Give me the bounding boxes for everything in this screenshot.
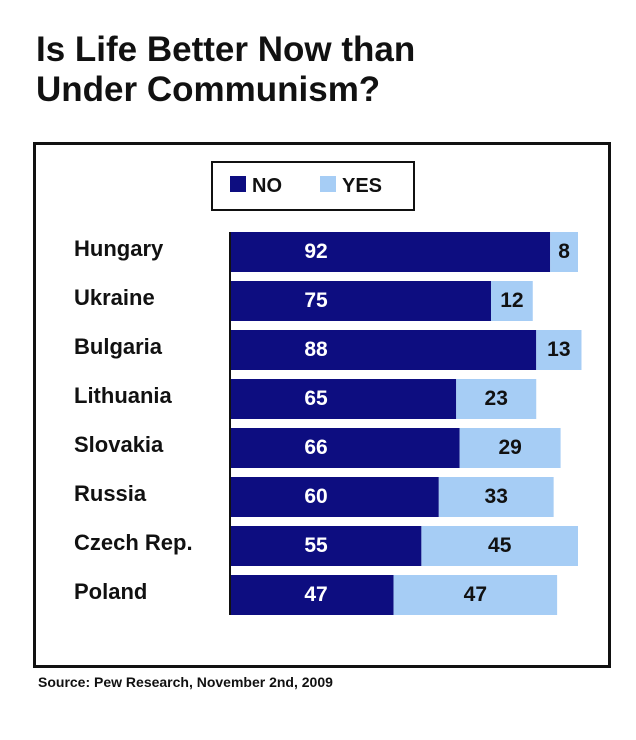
- bar-no: [230, 477, 439, 517]
- data-label-yes: 45: [488, 534, 512, 557]
- category-label: Poland: [74, 579, 147, 604]
- bar-no: [230, 330, 537, 370]
- category-label: Hungary: [74, 236, 164, 261]
- data-label-no: 88: [304, 338, 328, 361]
- legend-label-no: NO: [252, 175, 282, 197]
- bar-no: [230, 379, 457, 419]
- data-label-yes: 13: [547, 338, 570, 361]
- data-label-yes: 8: [558, 240, 570, 263]
- chart-title: Is Life Better Now than Under Communism?: [36, 30, 415, 110]
- legend-swatch-no: [230, 176, 246, 192]
- bar-yes: [456, 379, 537, 419]
- bar-yes: [550, 232, 578, 272]
- data-label-no: 65: [304, 387, 328, 410]
- bar-yes: [536, 330, 582, 370]
- category-label: Bulgaria: [74, 334, 163, 359]
- data-label-no: 60: [304, 485, 327, 508]
- bar-no: [230, 232, 551, 272]
- data-label-yes: 12: [500, 289, 523, 312]
- data-label-yes: 23: [485, 387, 508, 410]
- data-label-no: 66: [304, 436, 327, 459]
- category-label: Lithuania: [74, 383, 173, 408]
- bar-no: [230, 428, 460, 468]
- category-label: Slovakia: [74, 432, 164, 457]
- bar-no: [230, 526, 422, 566]
- category-label: Czech Rep.: [74, 530, 193, 555]
- legend-label-yes: YES: [342, 175, 382, 197]
- category-label: Ukraine: [74, 285, 155, 310]
- data-label-yes: 29: [498, 436, 521, 459]
- bar-yes: [438, 477, 554, 517]
- chart-frame: [33, 142, 611, 668]
- data-label-yes: 33: [485, 485, 508, 508]
- bar-yes: [421, 526, 578, 566]
- data-label-no: 75: [304, 289, 328, 312]
- bar-no: [230, 575, 394, 615]
- title-line-2: Under Communism?: [36, 70, 381, 109]
- bar-yes: [459, 428, 561, 468]
- data-label-no: 92: [304, 240, 327, 263]
- title-line-1: Is Life Better Now than: [36, 30, 416, 69]
- data-label-no: 55: [304, 534, 328, 557]
- data-label-no: 47: [304, 583, 327, 606]
- bar-no: [230, 281, 491, 321]
- legend-swatch-yes: [320, 176, 336, 192]
- bar-yes: [393, 575, 558, 615]
- category-label: Russia: [74, 481, 147, 506]
- source-note: Source: Pew Research, November 2nd, 2009: [38, 674, 333, 690]
- bar-yes: [491, 281, 533, 321]
- data-label-yes: 47: [464, 583, 487, 606]
